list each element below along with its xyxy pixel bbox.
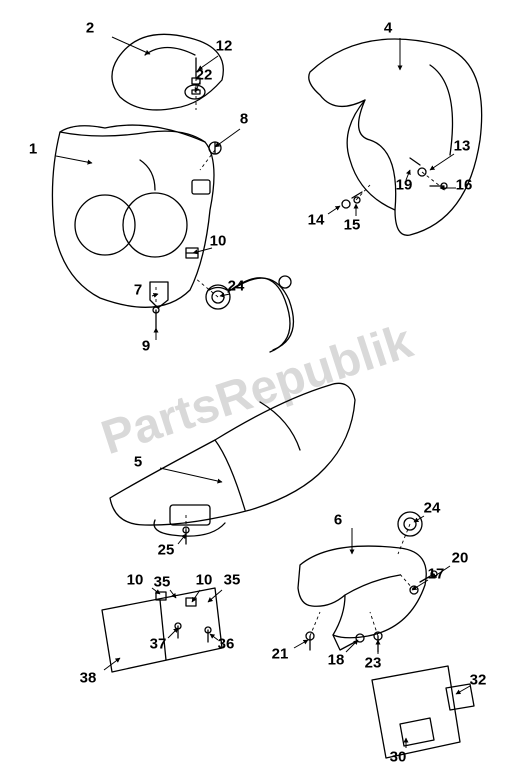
part-12-22 [192,58,200,94]
diagram-container: PartsRepublik [0,0,515,779]
part-32-outline [446,684,474,710]
part-14-15 [342,192,362,208]
parts-drawing [0,0,515,779]
strap [228,276,293,352]
part-2-outline [112,34,223,110]
part-1-outline [52,125,214,307]
part-5-outline [110,383,355,536]
part-36-37 [175,623,211,642]
plate-clips [156,592,196,606]
part-4-outline [309,39,482,235]
decal-20 [192,180,210,194]
part-10-a [186,248,198,258]
part-30-outline [372,666,460,758]
